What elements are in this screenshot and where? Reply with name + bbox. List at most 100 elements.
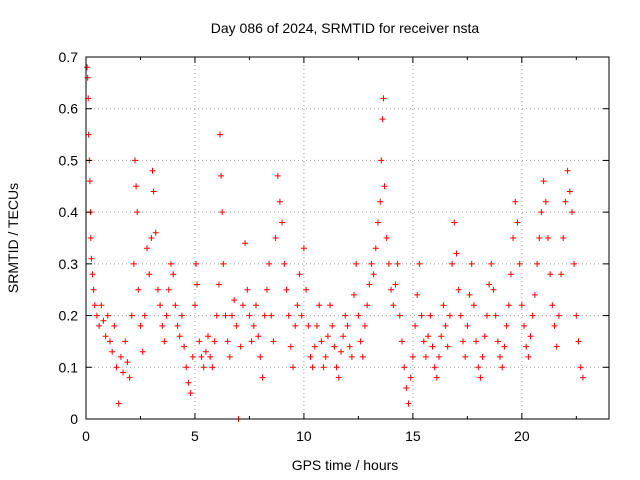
data-point <box>446 312 453 319</box>
data-point <box>198 353 205 360</box>
x-tick-label: 5 <box>191 428 199 444</box>
axis-ticks: 0 0.1 0.2 0.3 0.4 0.5 0.6 0.7 0 5 10 15 20 <box>59 49 609 444</box>
data-point <box>200 364 207 371</box>
x-tick-label: 15 <box>405 428 421 444</box>
data-point <box>89 271 96 278</box>
data-point <box>394 260 401 267</box>
data-point <box>98 302 105 309</box>
data-point <box>150 188 157 195</box>
data-point <box>351 291 357 298</box>
data-point <box>84 64 91 71</box>
data-point <box>344 322 351 329</box>
data-point <box>318 338 325 345</box>
data-point <box>93 312 100 319</box>
y-tick-label: 0 <box>70 411 78 427</box>
data-point <box>192 302 198 309</box>
grid-lines <box>86 57 609 419</box>
data-point <box>383 235 390 241</box>
data-point <box>468 260 475 267</box>
data-point <box>407 374 414 381</box>
data-point <box>412 322 419 329</box>
data-point <box>357 338 364 345</box>
data-point <box>161 338 168 345</box>
data-point <box>91 302 98 309</box>
y-axis-label: SRMTID / TECUs <box>5 183 21 293</box>
data-point <box>194 281 201 288</box>
data-point <box>111 322 118 329</box>
data-point <box>126 374 133 381</box>
data-point <box>569 209 575 216</box>
data-point <box>189 353 196 360</box>
data-point <box>392 281 399 288</box>
data-point <box>551 322 558 329</box>
data-point <box>320 364 327 371</box>
data-point <box>464 322 471 329</box>
data-point <box>128 312 135 319</box>
data-point <box>231 297 238 304</box>
data-point <box>525 353 532 360</box>
data-point <box>220 260 227 267</box>
data-point <box>361 322 368 329</box>
data-point <box>516 260 523 267</box>
data-point <box>207 353 214 360</box>
data-point <box>444 343 451 350</box>
data-point <box>104 312 111 319</box>
data-point <box>488 260 495 267</box>
y-tick-label: 0.6 <box>59 101 79 117</box>
data-point <box>381 183 388 190</box>
data-point <box>270 338 277 345</box>
data-point <box>418 312 425 319</box>
data-point <box>149 167 156 174</box>
data-point <box>433 374 440 381</box>
data-point <box>168 260 174 267</box>
data-point <box>355 312 362 319</box>
data-point <box>113 364 120 371</box>
data-point <box>253 302 259 309</box>
data-point <box>540 178 547 185</box>
data-point <box>130 260 137 267</box>
data-point <box>575 338 582 345</box>
data-point <box>486 281 493 288</box>
data-point <box>401 364 408 371</box>
data-point <box>457 312 464 319</box>
data-point <box>416 260 423 267</box>
data-point <box>109 348 116 355</box>
data-point <box>309 364 316 371</box>
data-point <box>364 302 371 309</box>
data-point <box>96 322 103 329</box>
data-point <box>529 312 536 319</box>
data-point <box>148 235 155 241</box>
data-point <box>534 260 541 267</box>
data-point <box>193 260 199 267</box>
data-point <box>536 235 543 241</box>
data-point <box>521 322 527 329</box>
data-point <box>146 271 153 278</box>
x-tick-label: 10 <box>296 428 312 444</box>
y-tick-label: 0.2 <box>59 308 79 324</box>
data-point <box>163 312 170 319</box>
data-point <box>311 343 318 350</box>
data-point <box>124 359 131 366</box>
data-point <box>542 198 549 205</box>
data-point <box>420 338 427 345</box>
data-point <box>135 286 142 293</box>
x-tick-label: 0 <box>82 428 90 444</box>
x-tick-label: 20 <box>514 428 530 444</box>
data-point <box>577 364 584 371</box>
data-point <box>375 219 381 226</box>
data-point <box>555 312 562 319</box>
data-point <box>133 183 140 190</box>
data-point <box>305 322 312 329</box>
data-point <box>372 245 379 252</box>
data-point <box>102 333 109 340</box>
data-point <box>285 312 292 319</box>
data-point <box>314 322 320 329</box>
data-point <box>370 271 377 278</box>
data-point <box>174 322 181 329</box>
data-point <box>385 260 392 267</box>
data-point <box>300 245 307 252</box>
data-point <box>579 374 586 381</box>
data-point <box>368 260 375 267</box>
data-point <box>226 353 233 360</box>
